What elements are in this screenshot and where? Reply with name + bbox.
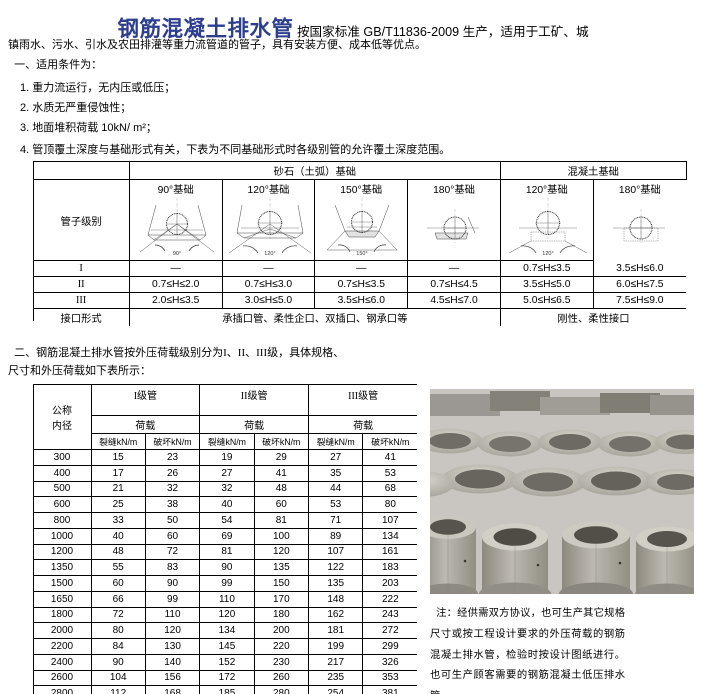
svg-text:120°: 120° — [542, 251, 553, 257]
svg-text:120°: 120° — [264, 251, 275, 257]
svg-text:90°: 90° — [173, 251, 181, 257]
svg-text:150°: 150° — [357, 251, 368, 257]
